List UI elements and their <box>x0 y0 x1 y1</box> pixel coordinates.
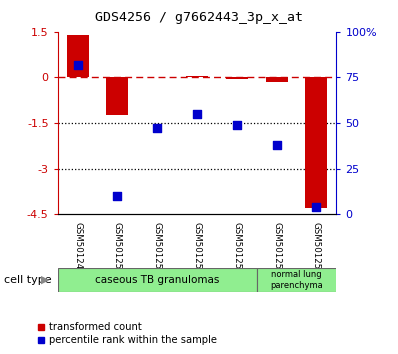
Point <box>234 122 240 128</box>
Text: GDS4256 / g7662443_3p_x_at: GDS4256 / g7662443_3p_x_at <box>95 11 303 24</box>
Bar <box>107 78 129 115</box>
Point <box>154 126 160 131</box>
Bar <box>257 268 356 292</box>
Text: ▶: ▶ <box>41 275 50 285</box>
Bar <box>58 268 257 292</box>
Bar <box>186 76 208 78</box>
Bar <box>266 78 287 82</box>
Text: normal lung
parenchyma: normal lung parenchyma <box>270 270 323 290</box>
Point <box>74 62 81 68</box>
Legend: transformed count, percentile rank within the sample: transformed count, percentile rank withi… <box>33 318 221 349</box>
Bar <box>146 77 168 78</box>
Text: GSM501250: GSM501250 <box>113 222 122 275</box>
Point <box>194 111 200 117</box>
Text: GSM501251: GSM501251 <box>153 222 162 275</box>
Bar <box>226 78 248 79</box>
Text: GSM501255: GSM501255 <box>312 222 321 275</box>
Text: GSM501249: GSM501249 <box>73 222 82 275</box>
Point <box>313 204 320 210</box>
Text: GSM501252: GSM501252 <box>193 222 201 275</box>
Point <box>273 142 280 148</box>
Point <box>114 193 121 199</box>
Bar <box>66 35 89 78</box>
Text: caseous TB granulomas: caseous TB granulomas <box>95 275 219 285</box>
Text: GSM501254: GSM501254 <box>272 222 281 275</box>
Text: GSM501253: GSM501253 <box>232 222 241 275</box>
Bar <box>306 78 327 208</box>
Text: cell type: cell type <box>4 275 52 285</box>
